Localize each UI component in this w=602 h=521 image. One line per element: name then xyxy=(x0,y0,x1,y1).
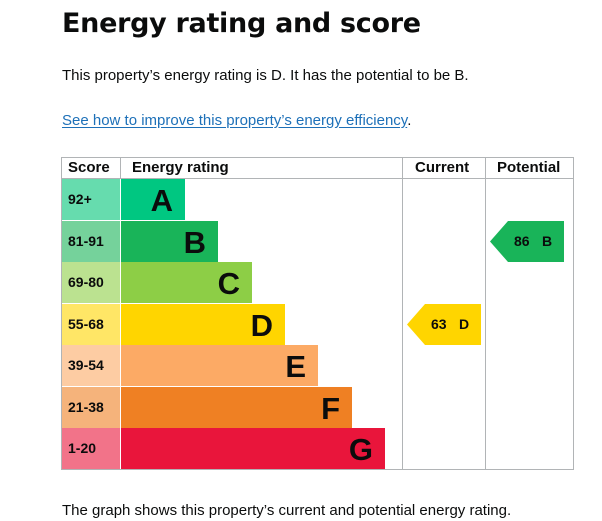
page-title: Energy rating and score xyxy=(62,8,421,39)
rating-band-e: E xyxy=(121,345,318,386)
rating-summary: This property’s energy rating is D. It h… xyxy=(62,67,469,84)
column-header-potential: Potential xyxy=(497,159,561,176)
chart-border-bottom xyxy=(61,469,574,470)
score-band-d: 55-68 xyxy=(62,304,120,345)
chart-border-left xyxy=(61,157,62,470)
potential-column-divider xyxy=(485,157,486,470)
column-header-energy-rating: Energy rating xyxy=(132,159,229,176)
energy-rating-chart: Score Energy rating Current Potential 92… xyxy=(61,157,574,470)
rating-band-d: D xyxy=(121,304,285,345)
rating-band-c: C xyxy=(121,262,252,303)
score-band-a: 92+ xyxy=(62,179,120,220)
improve-link-line: See how to improve this property’s energ… xyxy=(62,111,411,131)
rating-band-f: F xyxy=(121,387,352,428)
current-rating-value: 63 xyxy=(431,316,447,332)
improve-efficiency-link[interactable]: See how to improve this property’s energ… xyxy=(62,112,408,129)
score-band-c: 69-80 xyxy=(62,262,120,303)
score-band-g: 1-20 xyxy=(62,428,120,469)
score-band-e: 39-54 xyxy=(62,345,120,386)
chart-caption: The graph shows this property’s current … xyxy=(62,502,512,519)
current-rating-letter: D xyxy=(459,316,470,332)
chart-border-right xyxy=(573,157,574,470)
potential-rating-letter: B xyxy=(542,233,553,249)
current-rating-pointer: 63 D xyxy=(407,304,481,345)
header-divider xyxy=(61,178,574,179)
potential-rating-pointer: 86 B xyxy=(490,221,564,262)
score-column-divider xyxy=(120,157,121,179)
potential-rating-value: 86 xyxy=(514,233,530,249)
column-header-current: Current xyxy=(415,159,470,176)
link-suffix: . xyxy=(407,112,412,129)
rating-band-g: G xyxy=(121,428,385,469)
current-column-divider xyxy=(402,157,403,470)
rating-band-a: A xyxy=(121,179,185,220)
rating-band-b: B xyxy=(121,221,218,262)
score-band-b: 81-91 xyxy=(62,221,120,262)
column-header-score: Score xyxy=(68,159,110,176)
score-band-f: 21-38 xyxy=(62,387,120,428)
chart-border-top xyxy=(61,157,574,158)
